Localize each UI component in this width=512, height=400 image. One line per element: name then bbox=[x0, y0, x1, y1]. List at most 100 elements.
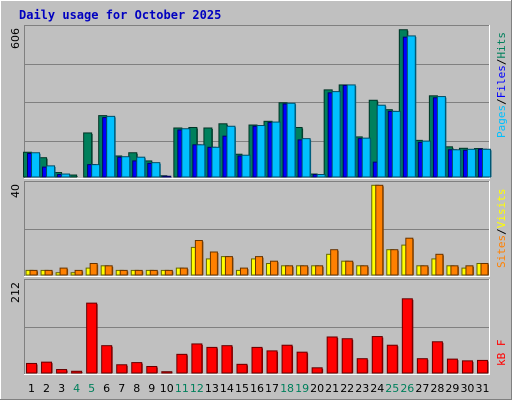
bar-fill bbox=[450, 265, 459, 276]
bar-pages-day-14 bbox=[226, 125, 236, 178]
bar-fill bbox=[346, 84, 356, 178]
bar-kb-f-day-10 bbox=[161, 371, 173, 374]
bar-kb-f-day-11 bbox=[176, 353, 188, 374]
bar-kb-f-day-19 bbox=[296, 351, 309, 374]
bar-sites-day-12 bbox=[194, 240, 204, 276]
day-label-1: 1 bbox=[28, 382, 35, 395]
day-label-28: 28 bbox=[430, 382, 444, 395]
bar-fill bbox=[61, 173, 71, 178]
bar-sites-day-13 bbox=[209, 251, 219, 276]
day-label-23: 23 bbox=[355, 382, 369, 395]
bar-fill bbox=[149, 269, 158, 276]
bar-fill bbox=[104, 265, 113, 276]
bar-fill bbox=[256, 125, 266, 178]
bar-pages-day-6 bbox=[106, 115, 116, 178]
bar-kb-f-day-12 bbox=[191, 343, 203, 374]
bar-sites-day-18 bbox=[285, 265, 294, 276]
legend-visitors: Sites/Visits bbox=[495, 189, 508, 269]
bar-fill bbox=[206, 346, 218, 374]
bar-sites-day-4 bbox=[74, 269, 84, 276]
day-label-18: 18 bbox=[280, 382, 294, 395]
bar-kb-f-day-15 bbox=[236, 363, 248, 374]
bar-kb-f-day-27 bbox=[416, 358, 429, 374]
bar-fill bbox=[194, 240, 203, 276]
bar-fill bbox=[270, 260, 279, 276]
bar-fill bbox=[285, 265, 294, 276]
bar-sites-day-30 bbox=[465, 265, 474, 276]
bar-fill bbox=[330, 249, 339, 276]
bar-fill bbox=[119, 269, 128, 276]
bar-sites-day-26 bbox=[405, 237, 414, 276]
bar-fill bbox=[181, 128, 191, 178]
bar-fill bbox=[315, 265, 324, 276]
day-label-8: 8 bbox=[133, 382, 140, 395]
bar-pages-day-19 bbox=[301, 138, 312, 178]
day-label-26: 26 bbox=[400, 382, 414, 395]
panel-visitors: 40 bbox=[9, 181, 490, 277]
series-pages bbox=[31, 35, 492, 178]
day-label-10: 10 bbox=[160, 382, 174, 395]
bar-pages-day-1 bbox=[31, 152, 41, 178]
y-max-label-visitors: 40 bbox=[9, 184, 22, 198]
bar-pages-day-24 bbox=[376, 104, 387, 178]
day-label-14: 14 bbox=[220, 382, 234, 395]
bar-fill bbox=[416, 358, 428, 374]
bar-fill bbox=[164, 269, 173, 276]
bar-sites-day-1 bbox=[29, 269, 39, 276]
bar-fill bbox=[59, 267, 68, 276]
bar-fill bbox=[281, 344, 293, 374]
day-label-25: 25 bbox=[385, 382, 399, 395]
bar-fill bbox=[191, 343, 203, 374]
legend-part: Hits bbox=[495, 32, 508, 59]
day-label-12: 12 bbox=[190, 382, 204, 395]
bar-fill bbox=[361, 137, 371, 178]
bar-fill bbox=[91, 164, 101, 178]
bar-fill bbox=[401, 298, 413, 374]
bar-files-day-10 bbox=[162, 175, 172, 178]
day-label-11: 11 bbox=[175, 382, 189, 395]
bar-sites-day-31 bbox=[480, 263, 489, 276]
bar-fill bbox=[271, 121, 281, 178]
bar-pages-day-21 bbox=[331, 91, 342, 178]
panel-traffic: 212 bbox=[9, 279, 490, 375]
day-label-6: 6 bbox=[103, 382, 110, 395]
panel-requests: 606 bbox=[9, 25, 492, 179]
bar-fill bbox=[466, 148, 476, 178]
legend-part: / bbox=[495, 228, 508, 235]
bar-fill bbox=[345, 260, 354, 276]
bar-kb-f-day-1 bbox=[26, 362, 38, 374]
bar-pages-day-25 bbox=[391, 110, 402, 178]
bar-fill bbox=[221, 345, 233, 374]
bar-sites-day-3 bbox=[59, 267, 69, 276]
bar-sites-day-19 bbox=[300, 265, 309, 276]
bar-fill bbox=[371, 336, 383, 374]
day-label-21: 21 bbox=[325, 382, 339, 395]
bar-fill bbox=[224, 256, 233, 276]
bar-fill bbox=[106, 115, 116, 178]
bar-pages-day-8 bbox=[136, 156, 146, 178]
bar-fill bbox=[134, 269, 143, 276]
bar-fill bbox=[251, 346, 263, 374]
bar-sites-day-6 bbox=[104, 265, 114, 276]
legend-part: / bbox=[495, 98, 508, 105]
bar-sites-day-21 bbox=[330, 249, 339, 276]
bar-pages-day-3 bbox=[61, 173, 71, 178]
bar-sites-day-10 bbox=[164, 269, 174, 276]
bar-pages-day-30 bbox=[466, 148, 477, 178]
bar-fill bbox=[296, 351, 308, 374]
bar-sites-day-20 bbox=[315, 265, 324, 276]
bar-pages-day-18 bbox=[286, 102, 297, 178]
bar-kb-f-day-23 bbox=[356, 358, 369, 374]
bar-pages-day-16 bbox=[256, 125, 266, 178]
bar-fill bbox=[406, 35, 416, 178]
bar-pages-day-26 bbox=[406, 35, 417, 178]
day-label-13: 13 bbox=[205, 382, 219, 395]
bar-kb-f-day-7 bbox=[116, 364, 128, 374]
bar-fill bbox=[461, 360, 473, 374]
bar-fill bbox=[326, 336, 338, 374]
bar-fill bbox=[386, 344, 398, 374]
bar-fill bbox=[316, 174, 326, 178]
bar-sites-day-27 bbox=[420, 265, 429, 276]
